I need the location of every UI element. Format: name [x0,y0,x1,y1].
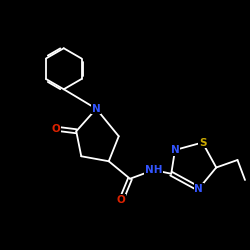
Text: S: S [199,138,206,147]
Text: NH: NH [145,165,162,175]
Text: N: N [92,104,100,114]
Text: N: N [194,184,203,194]
Text: O: O [117,195,126,205]
Text: O: O [52,124,60,134]
Text: N: N [170,145,179,155]
